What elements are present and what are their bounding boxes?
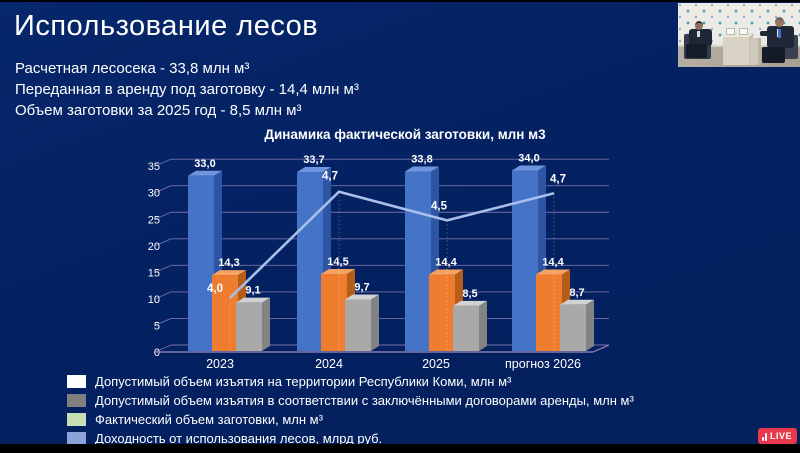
svg-text:34,0: 34,0 xyxy=(518,152,539,164)
left-speaker-shirt xyxy=(697,31,700,37)
left-speaker-head xyxy=(695,21,703,30)
svg-text:9,7: 9,7 xyxy=(354,281,369,293)
svg-text:5: 5 xyxy=(154,320,160,332)
svg-text:25: 25 xyxy=(148,214,160,226)
legend-swatch xyxy=(67,375,86,388)
svg-text:4,0: 4,0 xyxy=(207,283,223,295)
svg-text:14,5: 14,5 xyxy=(327,256,348,268)
svg-text:2024: 2024 xyxy=(315,357,343,371)
bullet-calculated-cutting-area: Расчетная лесосека - 33,8 млн м³ xyxy=(15,60,250,77)
right-speaker-head xyxy=(775,17,784,27)
svg-text:4,5: 4,5 xyxy=(431,200,448,212)
legend-label: Допустимый объем изъятия на территории Р… xyxy=(95,374,512,389)
svg-text:35: 35 xyxy=(148,161,160,173)
svg-text:20: 20 xyxy=(148,241,160,253)
legend-swatch xyxy=(67,394,86,407)
right-speaker-legs xyxy=(762,47,785,63)
chart-title: Динамика фактической заготовки, млн м3 xyxy=(264,127,546,142)
left-speaker-legs xyxy=(686,44,707,58)
legend-item: Допустимый объем изъятия на территории Р… xyxy=(67,374,634,389)
letterbox-top xyxy=(0,0,800,2)
right-speaker-arm xyxy=(760,31,771,36)
legend-item: Допустимый объем изъятия в соответствии … xyxy=(67,393,634,408)
right-speaker-tie xyxy=(778,29,781,38)
legend-item: Доходность от использования лесов, млрд … xyxy=(67,431,634,446)
legend-label: Фактический объем заготовки, млн м³ xyxy=(95,412,323,427)
live-bars-icon xyxy=(761,432,767,441)
bullet-leased-for-harvesting: Переданная в аренду под заготовку - 14,4… xyxy=(15,81,359,98)
podium-sign xyxy=(726,28,735,35)
white-podium xyxy=(723,34,753,65)
legend-label: Допустимый объем изъятия в соответствии … xyxy=(95,393,634,408)
svg-text:0: 0 xyxy=(154,347,160,359)
svg-text:2023: 2023 xyxy=(206,357,234,371)
left-speaker-body xyxy=(689,29,712,46)
svg-text:33,7: 33,7 xyxy=(303,154,324,166)
svg-text:14,4: 14,4 xyxy=(435,257,457,269)
bullet-harvest-volume-2025: Объем заготовки за 2025 год - 8,5 млн м³ xyxy=(15,102,302,119)
speaker-video-thumbnail[interactable] xyxy=(678,3,800,67)
slide-title: Использование лесов xyxy=(14,10,319,42)
svg-text:33,0: 33,0 xyxy=(194,158,215,170)
svg-text:4,7: 4,7 xyxy=(322,171,338,183)
side-pedestal xyxy=(750,38,761,65)
svg-text:15: 15 xyxy=(148,267,160,279)
svg-text:8,7: 8,7 xyxy=(569,287,584,299)
svg-text:8,5: 8,5 xyxy=(462,288,477,300)
svg-text:9,1: 9,1 xyxy=(245,285,260,297)
letterbox-bottom xyxy=(0,444,800,453)
legend-label: Доходность от использования лесов, млрд … xyxy=(95,431,383,446)
svg-text:2025: 2025 xyxy=(422,357,450,371)
legend-item: Фактический объем заготовки, млн м³ xyxy=(67,412,634,427)
slide-bullets: Расчетная лесосека - 33,8 млн м³ Передан… xyxy=(15,58,359,121)
svg-text:14,4: 14,4 xyxy=(542,257,564,269)
chart-legend: Допустимый объем изъятия на территории Р… xyxy=(67,374,634,451)
svg-text:4,7: 4,7 xyxy=(550,173,566,185)
svg-text:30: 30 xyxy=(148,188,160,200)
svg-text:33,8: 33,8 xyxy=(411,154,432,166)
svg-text:10: 10 xyxy=(148,294,160,306)
legend-swatch xyxy=(67,413,86,426)
svg-text:прогноз 2026: прогноз 2026 xyxy=(505,357,581,371)
live-label: LIVE xyxy=(769,431,792,441)
svg-text:14,3: 14,3 xyxy=(218,257,239,269)
podium-sign xyxy=(739,28,748,35)
live-badge[interactable]: LIVE xyxy=(757,428,797,444)
legend-swatch xyxy=(67,432,86,445)
